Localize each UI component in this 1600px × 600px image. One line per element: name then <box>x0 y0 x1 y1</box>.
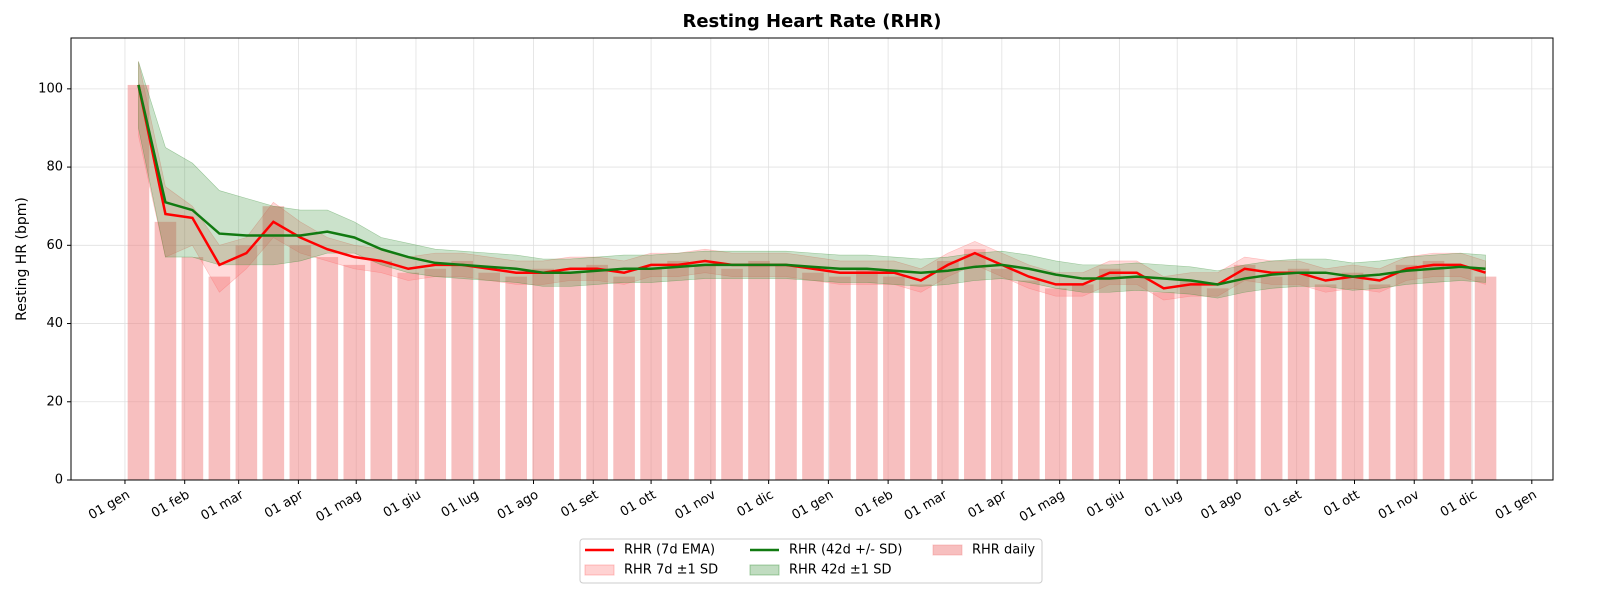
series-line <box>137 84 1486 290</box>
daily-bar <box>208 276 231 480</box>
x-tick-label: 01 ago <box>1198 487 1244 522</box>
legend-swatch <box>932 544 963 556</box>
daily-bar <box>1071 284 1094 480</box>
plot-frame <box>70 37 1554 481</box>
daily-bar <box>694 264 716 480</box>
daily-bar <box>235 245 258 480</box>
x-tick-label: 01 apr <box>965 487 1010 521</box>
daily-bar <box>343 264 366 480</box>
daily-bar <box>397 272 420 480</box>
x-tick-label: 01 giu <box>381 488 424 521</box>
x-tick-label: 01 mar <box>199 487 247 524</box>
daily-bar <box>721 268 743 480</box>
x-tick-label: 01 mag <box>314 488 364 526</box>
daily-bar <box>559 272 581 480</box>
legend-label: RHR daily <box>972 543 1035 558</box>
daily-bar <box>991 268 1013 480</box>
daily-bar <box>856 268 878 480</box>
daily-bar <box>1260 276 1283 480</box>
daily-bar <box>1287 268 1310 480</box>
y-tick-label: 40 <box>46 316 63 331</box>
daily-bar <box>478 272 500 480</box>
x-tick-label: 01 gen <box>1493 488 1540 524</box>
daily-bar <box>1368 284 1391 480</box>
x-tick-label: 01 lug <box>1142 488 1185 521</box>
y-axis-label: Resting HR (bpm) <box>14 197 30 321</box>
daily-bar <box>370 260 393 480</box>
x-tick-label: 01 ott <box>618 488 659 520</box>
daily-bar <box>802 272 824 480</box>
daily-bar <box>829 276 851 480</box>
daily-bar <box>613 276 635 480</box>
daily-bar <box>154 221 177 481</box>
x-tick-label: 01 nov <box>1376 487 1422 522</box>
daily-bar <box>1098 268 1121 480</box>
legend-label: RHR (7d EMA) <box>624 543 715 558</box>
daily-bar <box>289 245 312 480</box>
daily-bar <box>1395 264 1418 480</box>
legend-box <box>579 538 1043 584</box>
daily-bar <box>586 264 608 480</box>
daily-bar <box>1314 284 1337 480</box>
daily-bar <box>910 284 932 480</box>
x-tick-label: 01 set <box>1262 488 1305 521</box>
daily-bar <box>775 264 797 480</box>
x-tick-label: 01 mag <box>1017 488 1067 526</box>
y-tick-label: 60 <box>46 238 63 253</box>
daily-bar <box>1044 288 1067 480</box>
x-tick-label: 01 ago <box>495 487 541 522</box>
daily-bar <box>640 268 662 480</box>
y-tick-label: 0 <box>55 473 63 488</box>
daily-bar <box>1474 276 1497 480</box>
daily-bar <box>262 206 285 480</box>
x-tick-label: 01 apr <box>262 487 307 521</box>
y-tick-label: 100 <box>38 81 63 96</box>
legend-label: RHR (42d +/- SD) <box>789 543 902 558</box>
daily-bar <box>883 276 905 480</box>
series-line <box>137 84 1486 286</box>
daily-bar <box>1449 268 1472 480</box>
daily-bar <box>1206 288 1229 480</box>
daily-bar <box>127 84 150 480</box>
daily-bar <box>667 260 689 480</box>
x-tick-label: 01 feb <box>852 488 895 522</box>
daily-bar <box>1341 272 1364 480</box>
sd-band <box>138 61 1486 299</box>
x-tick-label: 01 dic <box>1438 488 1480 521</box>
daily-bar <box>1018 280 1040 480</box>
x-tick-label: 01 feb <box>149 488 192 522</box>
daily-bar <box>937 260 959 480</box>
x-tick-label: 01 dic <box>735 488 777 521</box>
legend-label: RHR 42d ±1 SD <box>789 563 891 578</box>
legend-label: RHR 7d ±1 SD <box>624 563 718 578</box>
daily-bar <box>1233 264 1256 480</box>
x-tick-label: 01 gen <box>86 488 133 524</box>
x-tick-label: 01 ott <box>1321 488 1362 520</box>
x-tick-label: 01 lug <box>439 488 482 521</box>
daily-bar <box>505 276 527 480</box>
chart-title: Resting Heart Rate (RHR) <box>682 11 941 32</box>
daily-bar <box>1125 276 1148 480</box>
daily-bar <box>316 257 339 480</box>
daily-bar <box>1152 292 1175 480</box>
y-tick-label: 80 <box>46 160 63 175</box>
legend-swatch <box>749 564 780 576</box>
daily-bar <box>451 260 474 480</box>
x-tick-label: 01 mar <box>902 487 950 524</box>
y-tick-label: 20 <box>46 394 63 409</box>
daily-bar <box>748 260 770 480</box>
daily-bar <box>1179 280 1202 480</box>
x-tick-label: 01 gen <box>790 488 837 524</box>
daily-bar <box>964 249 986 480</box>
daily-bar <box>532 268 554 480</box>
x-tick-label: 01 nov <box>672 487 718 522</box>
x-tick-label: 01 set <box>558 488 601 521</box>
daily-bar <box>424 268 447 480</box>
x-tick-label: 01 giu <box>1084 488 1127 521</box>
daily-bar <box>181 257 204 480</box>
legend-swatch <box>584 564 615 576</box>
daily-bar <box>1422 260 1445 480</box>
